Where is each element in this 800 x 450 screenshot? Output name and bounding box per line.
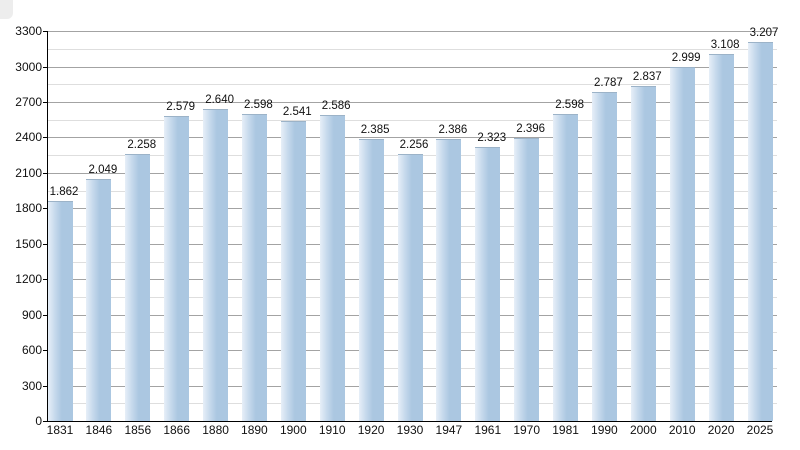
bar [358,139,384,421]
y-tick-label: 2100 [15,165,42,180]
bar [747,42,773,421]
x-tick-label: 1880 [202,423,229,437]
bar [241,114,267,421]
bar-value-label: 2.258 [127,139,157,152]
x-tick-label: 1910 [318,423,346,437]
bar [47,200,73,421]
y-axis-tick [43,137,48,139]
bar [397,154,423,421]
bar-value-label: 2.598 [555,99,584,111]
bar-value-label: 3.108 [710,38,740,51]
x-tick-label: 1846 [85,423,113,437]
x-tick-label: 1990 [591,423,618,437]
y-tick-label: 2400 [15,130,42,145]
y-tick-label: 1800 [15,201,42,216]
y-axis-tick [43,31,48,32]
bar-value-label: 2.323 [477,131,507,144]
bar [125,154,151,421]
x-tick-label: 1947 [435,423,463,437]
bar-value-label: 2.386 [438,124,468,136]
y-axis-tick [43,101,48,103]
x-tick-label: 1961 [474,423,502,437]
y-axis-tick [43,66,48,68]
y-tick-label: 600 [21,343,42,358]
y-tick-label: 0 [35,414,42,428]
bar [669,66,695,421]
gridline-major [48,101,777,103]
bar-value-label: 2.396 [516,122,546,135]
x-tick-label: 1866 [163,423,191,437]
bar [86,178,112,421]
bar [203,109,229,421]
y-axis-tick [43,279,48,281]
y-axis-tick [43,208,48,210]
x-tick-label: 1930 [396,423,424,437]
gridline-major [48,31,777,32]
gridline-minor [48,84,777,86]
bar-value-label: 2.640 [205,94,234,106]
x-tick-label: 2010 [668,423,696,437]
bar-value-label: 2.256 [399,139,429,152]
bar [553,114,579,421]
x-tick-label: 1900 [279,423,307,437]
bar-value-label: 2.049 [88,163,118,176]
y-axis-tick [43,421,48,422]
x-tick-label: 1981 [552,423,579,437]
y-tick-label: 3000 [15,59,42,74]
bar-value-label: 3.207 [749,27,779,39]
bar-value-label: 2.541 [282,105,312,118]
bar [514,137,540,421]
bar-value-label: 2.598 [244,99,273,111]
y-tick-label: 1200 [15,272,42,287]
bar-value-label: 2.787 [594,76,623,89]
bar-value-label: 2.999 [671,51,701,64]
x-tick-label: 1970 [513,423,541,437]
y-tick-label: 1500 [15,236,42,251]
gridline-minor [48,119,777,121]
gridline-minor [48,48,777,50]
bar [708,53,734,421]
bar [591,91,617,421]
y-axis-tick [43,243,48,245]
bar-value-label: 2.579 [166,101,196,114]
y-tick-label: 300 [21,378,42,393]
bar [475,146,501,421]
y-tick-label: 2700 [15,94,42,109]
bar [280,120,306,421]
gridline-major [48,66,777,68]
bar [630,85,656,421]
gridline-major [48,137,777,139]
bar [164,116,190,421]
bar [319,115,345,421]
y-axis-tick [43,172,48,174]
bar-value-label: 2.586 [321,100,351,113]
x-tick-label: 1890 [241,423,268,437]
x-axis-line [47,421,772,422]
y-tick-label: 900 [21,307,42,322]
corner-ui-fragment [0,0,13,19]
y-axis-tick [43,350,48,352]
x-tick-label: 2000 [629,423,657,437]
bar-value-label: 2.385 [360,124,390,137]
x-tick-label: 2025 [746,423,774,437]
x-tick-label: 1920 [357,423,385,437]
x-tick-label: 2020 [707,423,735,437]
bar [436,139,462,421]
y-tick-label: 3300 [15,24,42,38]
bar-value-label: 1.862 [49,185,79,198]
x-tick-label: 1831 [46,423,74,437]
bar-value-label: 2.837 [632,70,662,83]
y-axis-tick [43,314,48,316]
x-tick-label: 1856 [124,423,152,437]
y-axis-tick [43,385,48,387]
